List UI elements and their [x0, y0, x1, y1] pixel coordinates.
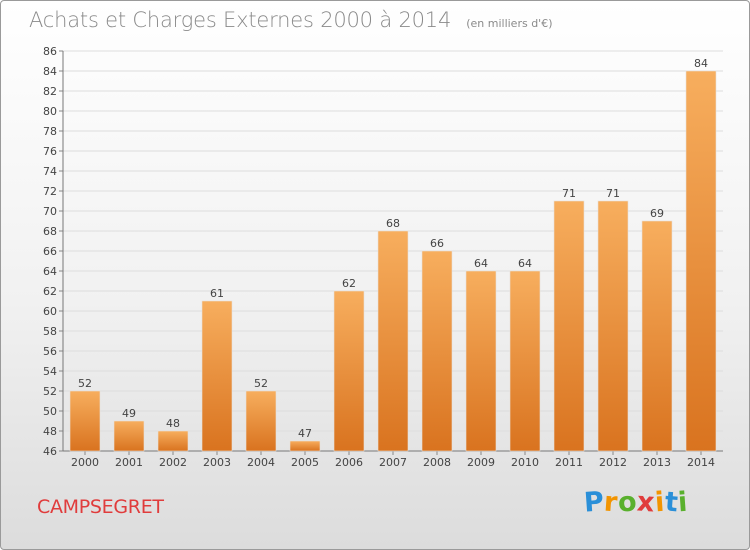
data-label: 71: [562, 187, 576, 200]
data-label: 61: [210, 287, 224, 300]
bar: [685, 70, 717, 452]
commune-name: CAMPSEGRET: [37, 496, 164, 518]
x-tick-label: 2007: [379, 456, 407, 469]
x-tick-label: 2000: [71, 456, 99, 469]
y-tick-label: 66: [43, 245, 57, 258]
y-tick-label: 78: [43, 125, 57, 138]
y-tick-label: 54: [43, 365, 57, 378]
y-tick-label: 64: [43, 265, 57, 278]
bar: [245, 390, 277, 452]
y-tick-label: 46: [43, 445, 57, 458]
data-label: 64: [474, 257, 488, 270]
y-tick-label: 48: [43, 425, 57, 438]
x-tick-label: 2001: [115, 456, 143, 469]
chart-title-block: Achats et Charges Externes 2000 à 2014 (…: [29, 8, 553, 32]
y-tick-label: 84: [43, 65, 57, 78]
data-label: 69: [650, 207, 664, 220]
y-tick-label: 62: [43, 285, 57, 298]
y-tick-label: 80: [43, 105, 57, 118]
x-tick-label: 2003: [203, 456, 231, 469]
bar: [597, 200, 629, 452]
chart-title: Achats et Charges Externes 2000 à 2014: [29, 8, 452, 32]
data-label: 47: [298, 427, 312, 440]
x-tick-label: 2012: [599, 456, 627, 469]
y-tick-label: 72: [43, 185, 57, 198]
y-tick-label: 76: [43, 145, 57, 158]
y-tick-label: 56: [43, 345, 57, 358]
data-label: 68: [386, 217, 400, 230]
logo-letter: i: [677, 486, 690, 519]
bar: [509, 270, 541, 452]
bar: [113, 420, 145, 452]
y-tick-label: 70: [43, 205, 57, 218]
chart-subtitle: (en milliers d'€): [466, 17, 553, 30]
logo-letter: P: [582, 486, 606, 519]
x-tick-label: 2008: [423, 456, 451, 469]
proxiti-logo: Proxiti: [582, 486, 690, 519]
y-tick-label: 50: [43, 405, 57, 418]
x-tick-label: 2010: [511, 456, 539, 469]
y-tick-label: 74: [43, 165, 57, 178]
y-tick-label: 60: [43, 305, 57, 318]
logo-letter: x: [636, 486, 657, 519]
y-tick-label: 82: [43, 85, 57, 98]
y-tick-label: 68: [43, 225, 57, 238]
bar: [333, 290, 365, 452]
bar-layer: [69, 70, 717, 452]
bar: [465, 270, 497, 452]
x-tick-label: 2002: [159, 456, 187, 469]
bar: [421, 250, 453, 452]
label-layer: 52 2000 49 2001 48 2002 61 2003 52 2004 47 2005 62 20…: [71, 57, 715, 469]
bar: [157, 430, 189, 452]
data-label: 52: [78, 377, 92, 390]
y-tick-label: 86: [43, 45, 57, 58]
x-tick-label: 2014: [687, 456, 715, 469]
data-label: 62: [342, 277, 356, 290]
x-tick-label: 2013: [643, 456, 671, 469]
logo-letter: o: [617, 486, 639, 519]
data-label: 84: [694, 57, 708, 70]
bar: [69, 390, 101, 452]
bar: [289, 440, 321, 452]
x-tick-label: 2004: [247, 456, 275, 469]
data-label: 71: [606, 187, 620, 200]
y-tick-label: 58: [43, 325, 57, 338]
y-tick-label: 52: [43, 385, 57, 398]
bar: [377, 230, 409, 452]
bar: [641, 220, 673, 452]
data-label: 49: [122, 407, 136, 420]
bar: [201, 300, 233, 452]
data-label: 48: [166, 417, 180, 430]
bar: [553, 200, 585, 452]
x-tick-label: 2005: [291, 456, 319, 469]
data-label: 66: [430, 237, 444, 250]
x-tick-label: 2009: [467, 456, 495, 469]
data-label: 52: [254, 377, 268, 390]
x-tick-label: 2011: [555, 456, 583, 469]
x-tick-label: 2006: [335, 456, 363, 469]
data-label: 64: [518, 257, 532, 270]
